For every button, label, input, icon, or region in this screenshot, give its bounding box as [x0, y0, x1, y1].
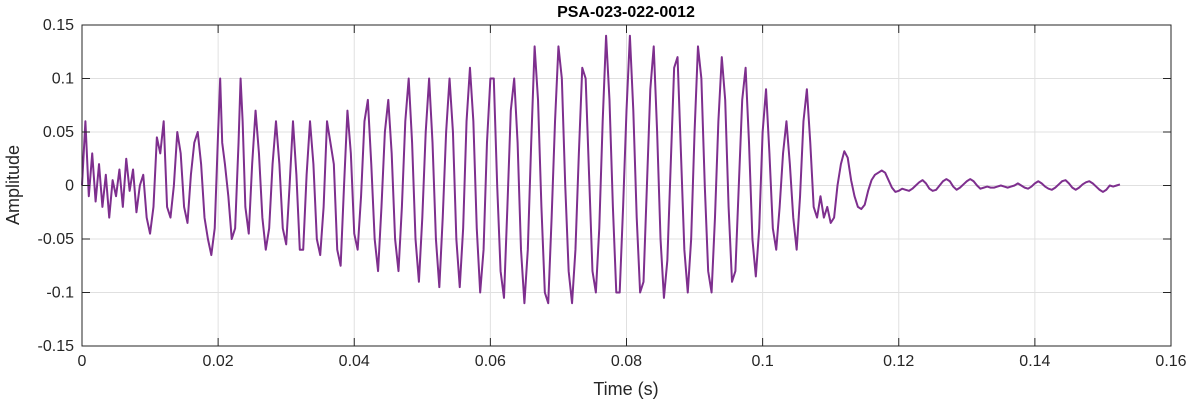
y-tick-label: 0	[65, 178, 74, 195]
y-axis-label: Amplitude	[3, 145, 23, 225]
x-axis-label: Time (s)	[593, 379, 658, 399]
series-line	[81, 34, 1121, 305]
x-tick-label: 0.02	[203, 353, 234, 370]
y-tick-label: 0.05	[43, 124, 74, 141]
series-group	[81, 34, 1121, 305]
chart-title: PSA-023-022-0012	[557, 4, 695, 21]
x-tick-label: 0.04	[339, 353, 370, 370]
y-tick-label: 0.1	[52, 71, 74, 88]
x-tick-label: 0.14	[1019, 353, 1050, 370]
x-tick-label: 0	[78, 353, 87, 370]
y-axis-ticks: 0.15 0.1 0.05 0 -0.05 -0.1 -0.15	[38, 17, 1171, 355]
y-tick-label: -0.15	[38, 338, 75, 355]
y-tick-label: 0.15	[43, 17, 74, 34]
y-tick-label: -0.1	[46, 285, 74, 302]
y-tick-label: -0.05	[38, 231, 75, 248]
x-tick-label: 0.1	[752, 353, 774, 370]
x-tick-label: 0.08	[611, 353, 642, 370]
x-tick-label: 0.12	[883, 353, 914, 370]
x-tick-label: 0.06	[475, 353, 506, 370]
x-tick-label: 0.16	[1155, 353, 1186, 370]
x-axis-ticks: 0 0.02 0.04 0.06 0.08 0.1 0.12 0.14 0.16	[78, 25, 1187, 370]
